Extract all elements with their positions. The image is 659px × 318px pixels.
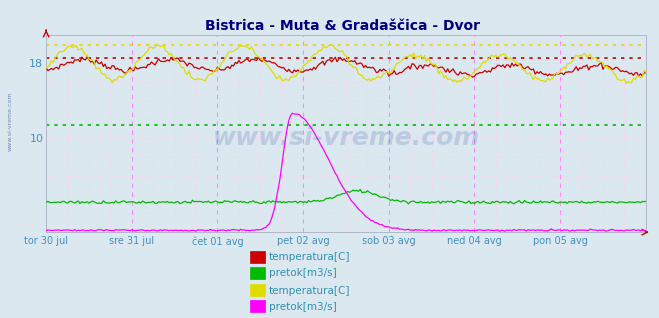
Text: temperatura[C]: temperatura[C] [269,286,351,296]
Text: pretok[m3/s]: pretok[m3/s] [269,301,337,312]
Text: www.si-vreme.com: www.si-vreme.com [212,126,480,149]
Text: www.si-vreme.com: www.si-vreme.com [8,91,13,151]
Text: Bistrica - Muta & Gradaščica - Dvor: Bistrica - Muta & Gradaščica - Dvor [205,19,480,33]
Text: temperatura[C]: temperatura[C] [269,252,351,262]
Text: pretok[m3/s]: pretok[m3/s] [269,268,337,278]
